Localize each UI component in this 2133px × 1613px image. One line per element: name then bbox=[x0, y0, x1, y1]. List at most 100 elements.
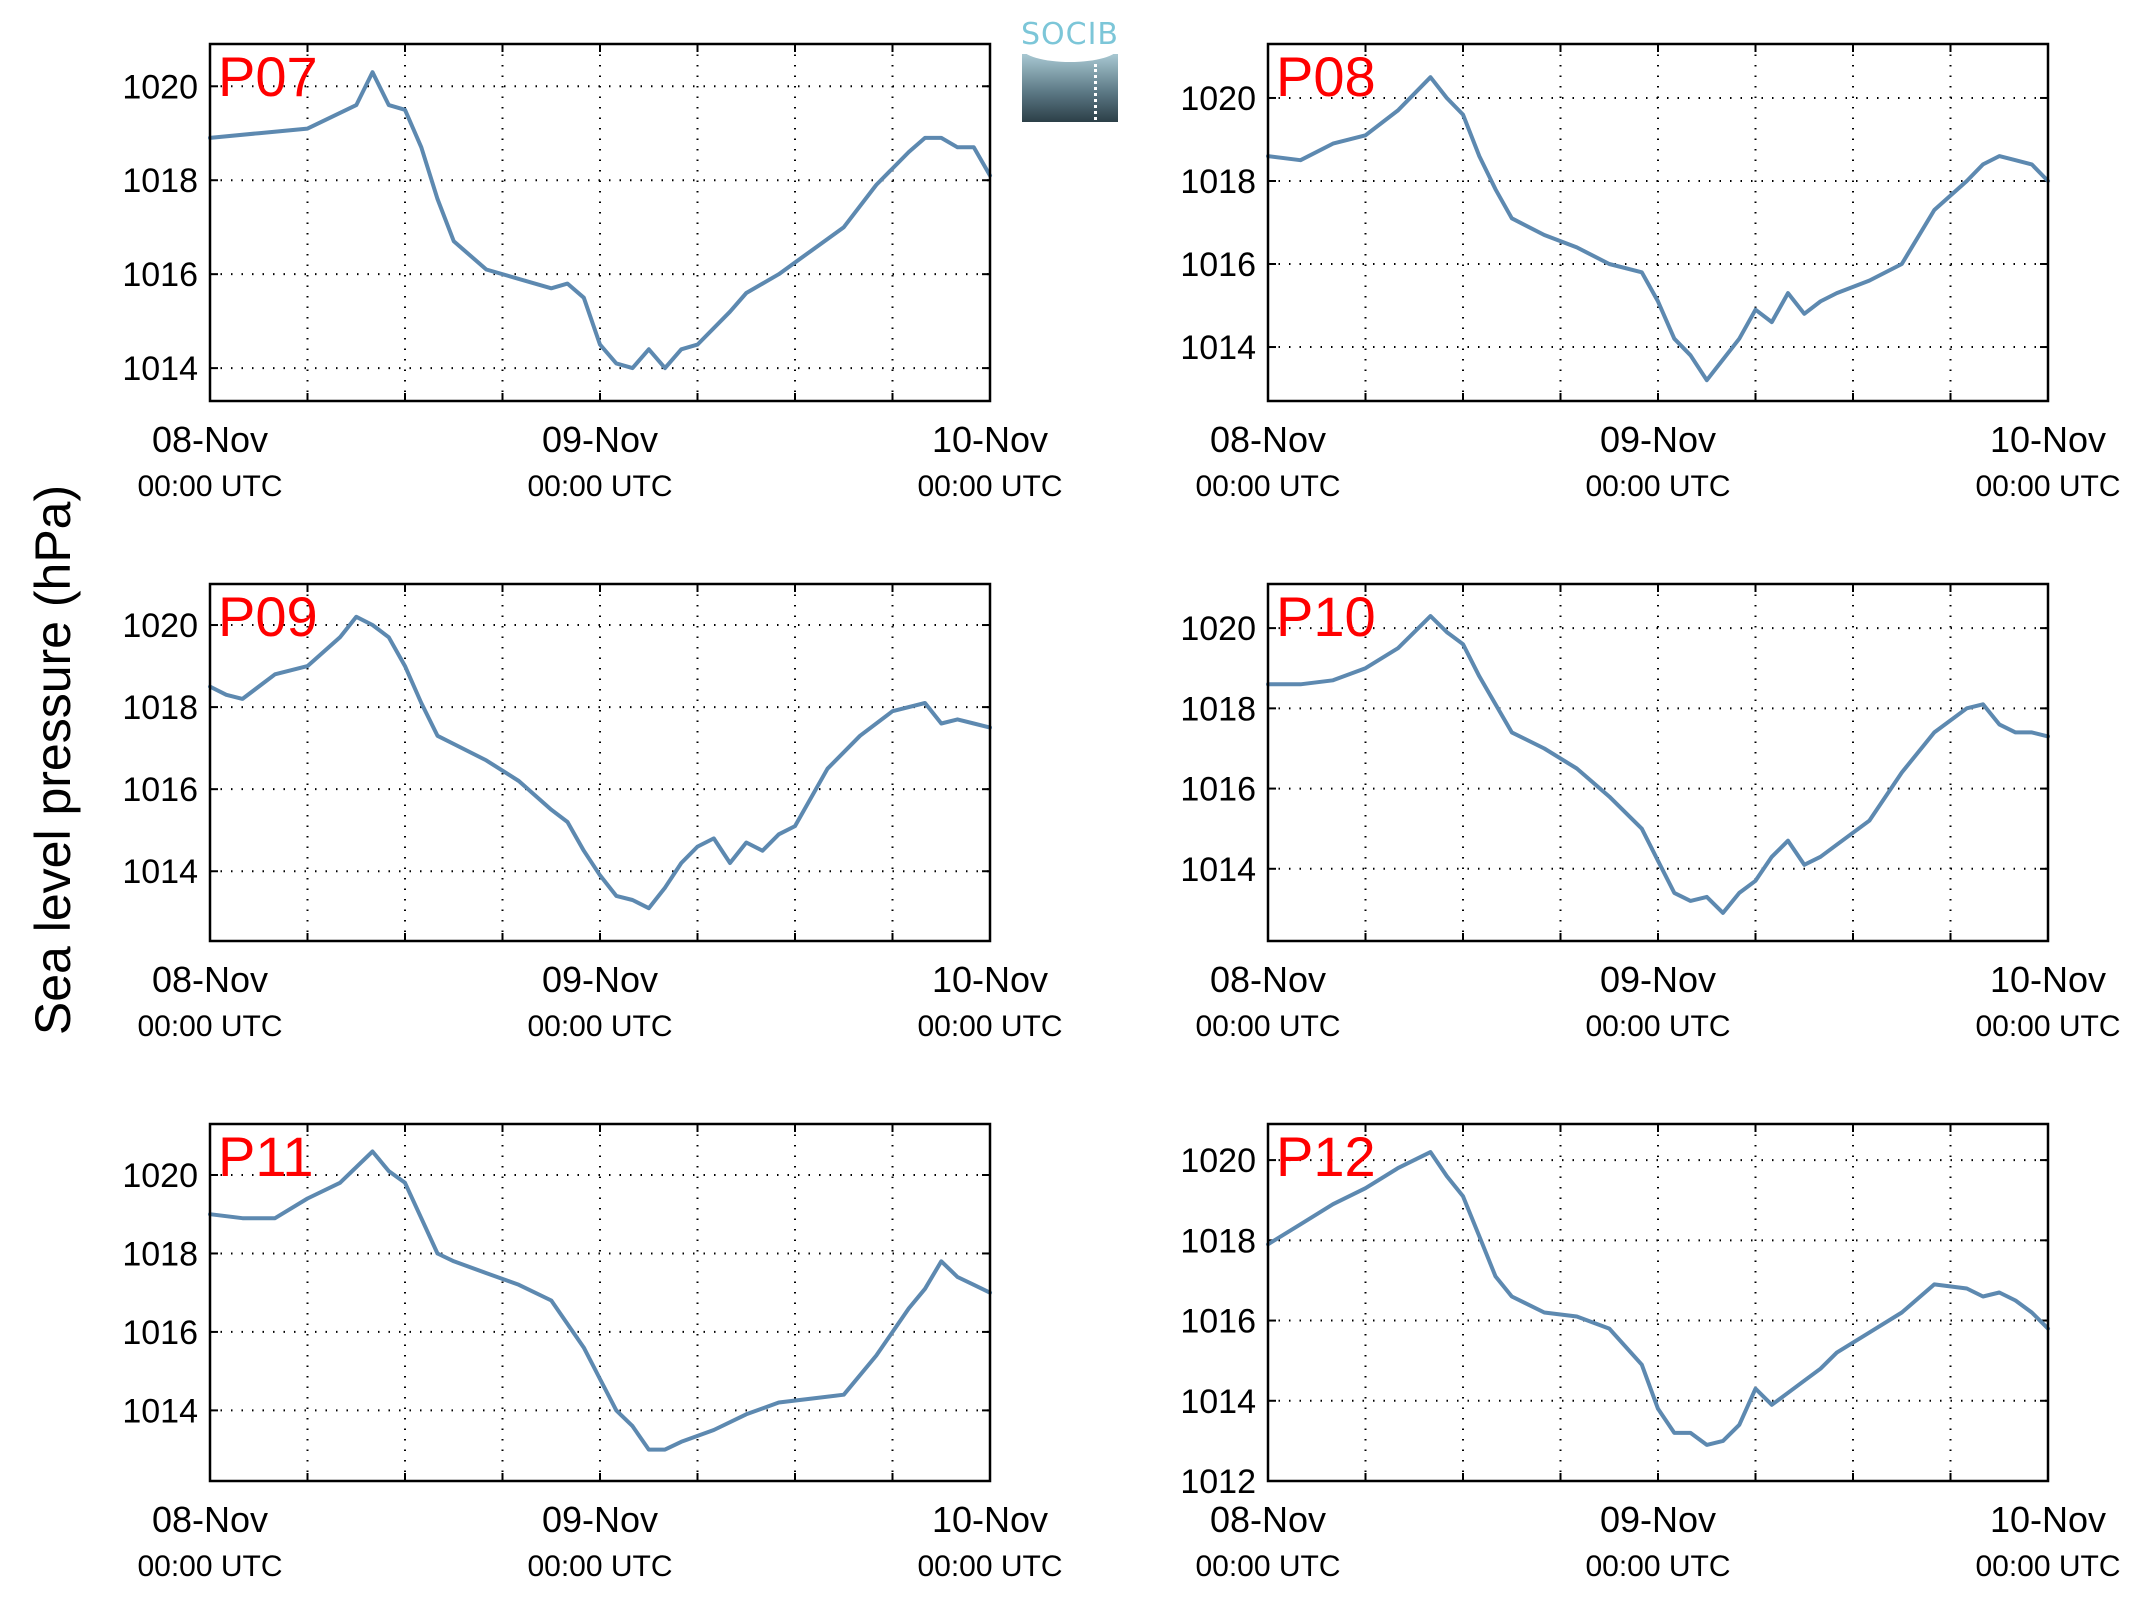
data-point bbox=[582, 1346, 586, 1350]
data-point bbox=[630, 898, 635, 902]
data-point bbox=[1510, 730, 1514, 735]
data-point bbox=[663, 1448, 667, 1452]
x-tick-label-date: 09-Nov bbox=[1600, 1499, 1716, 1540]
x-tick-label-date: 09-Nov bbox=[1600, 959, 1716, 1000]
data-point bbox=[695, 343, 700, 347]
data-point bbox=[1737, 337, 1741, 341]
data-point bbox=[1607, 262, 1611, 266]
data-point bbox=[1607, 795, 1611, 799]
y-tick-label: 1016 bbox=[122, 256, 198, 294]
x-tick-label-time: 00:00 UTC bbox=[1975, 1550, 2120, 1583]
x-tick-label-date: 10-Nov bbox=[1990, 959, 2106, 1000]
data-point bbox=[1575, 1314, 1579, 1319]
data-point bbox=[240, 1216, 245, 1220]
data-point bbox=[907, 1306, 911, 1310]
logo-wave bbox=[1022, 48, 1118, 62]
data-point bbox=[1477, 1234, 1481, 1238]
x-tick-label-date: 08-Nov bbox=[152, 419, 268, 460]
data-point bbox=[435, 197, 440, 201]
data-point bbox=[890, 709, 895, 713]
y-tick-label: 1018 bbox=[1180, 1222, 1256, 1260]
data-point bbox=[354, 103, 358, 107]
data-point bbox=[1721, 1439, 1725, 1443]
data-point bbox=[1656, 299, 1660, 303]
data-point bbox=[582, 849, 586, 853]
data-point bbox=[1932, 1282, 1936, 1286]
data-point bbox=[1737, 1423, 1741, 1427]
y-tick-label: 1018 bbox=[122, 1235, 198, 1273]
x-tick-label-time: 00:00 UTC bbox=[137, 1010, 282, 1043]
data-point bbox=[452, 239, 456, 243]
data-point bbox=[1461, 113, 1465, 117]
data-point bbox=[305, 127, 310, 131]
data-point bbox=[1640, 270, 1644, 274]
data-point bbox=[760, 282, 765, 286]
panel-p09: 1014 1016 1018 1020 08-Nov 00:00 UTC 09-Nov 00:… bbox=[122, 582, 1063, 1043]
data-point bbox=[224, 693, 228, 697]
panel-label: P10 bbox=[1276, 585, 1376, 648]
data-point bbox=[484, 758, 488, 763]
data-point bbox=[370, 1149, 375, 1154]
data-point bbox=[1477, 674, 1481, 678]
x-tick-label-date: 10-Nov bbox=[932, 959, 1048, 1000]
data-point bbox=[2030, 162, 2034, 166]
data-point bbox=[2030, 730, 2034, 735]
x-tick-label-date: 08-Nov bbox=[152, 959, 268, 1000]
data-point bbox=[1786, 291, 1790, 295]
data-point bbox=[1965, 179, 1969, 183]
y-tick-label: 1016 bbox=[1180, 246, 1256, 284]
data-point bbox=[1477, 154, 1481, 158]
logo-dots bbox=[1094, 64, 1100, 120]
data-point bbox=[1867, 279, 1871, 283]
panel-label: P09 bbox=[218, 585, 318, 648]
data-point bbox=[598, 1377, 602, 1381]
data-point bbox=[744, 840, 748, 845]
data-point bbox=[257, 131, 261, 135]
data-point bbox=[2013, 158, 2018, 162]
data-point bbox=[403, 1181, 407, 1185]
x-tick-label-date: 09-Nov bbox=[542, 959, 658, 1000]
data-point bbox=[598, 343, 602, 347]
y-tick-label: 1014 bbox=[1180, 329, 1256, 367]
data-point bbox=[1493, 1274, 1498, 1278]
data-point bbox=[955, 1275, 960, 1279]
panel-label: P07 bbox=[218, 45, 318, 108]
socib-logo: SOCIB bbox=[1020, 18, 1120, 122]
data-point bbox=[923, 1287, 927, 1291]
data-point bbox=[403, 108, 407, 112]
data-point bbox=[1672, 1431, 1676, 1435]
data-point bbox=[1510, 1294, 1514, 1299]
data-point bbox=[549, 808, 553, 812]
panel-label: P08 bbox=[1276, 45, 1376, 108]
data-point bbox=[1461, 642, 1465, 646]
data-point bbox=[647, 906, 651, 910]
data-point bbox=[1753, 308, 1758, 312]
data-point bbox=[842, 225, 846, 229]
data-point bbox=[1770, 320, 1774, 324]
y-tick-label: 1016 bbox=[122, 771, 198, 809]
data-point bbox=[484, 1271, 488, 1275]
logo-text: SOCIB bbox=[1020, 17, 1120, 52]
x-tick-label-date: 10-Nov bbox=[1990, 1499, 2106, 1540]
data-point bbox=[825, 767, 830, 771]
y-tick-label: 1014 bbox=[1180, 1383, 1256, 1421]
x-tick-label-time: 00:00 UTC bbox=[1975, 1010, 2120, 1043]
data-point bbox=[565, 820, 570, 824]
data-point bbox=[663, 366, 667, 370]
data-point bbox=[777, 832, 781, 836]
data-point bbox=[777, 272, 781, 276]
data-point bbox=[582, 296, 586, 300]
y-tick-label: 1020 bbox=[1180, 80, 1256, 118]
axes-box bbox=[1266, 42, 2050, 403]
x-tick-label-time: 00:00 UTC bbox=[137, 470, 282, 503]
data-point bbox=[387, 635, 391, 639]
data-point bbox=[663, 886, 667, 890]
data-point bbox=[955, 145, 960, 149]
x-tick-label-date: 10-Nov bbox=[932, 1499, 1048, 1540]
data-point bbox=[1542, 233, 1546, 237]
data-point bbox=[1786, 1391, 1790, 1395]
data-point bbox=[907, 150, 911, 154]
data-point bbox=[760, 849, 765, 853]
data-point bbox=[614, 894, 618, 898]
x-tick-label-time: 00:00 UTC bbox=[1585, 1550, 1730, 1583]
